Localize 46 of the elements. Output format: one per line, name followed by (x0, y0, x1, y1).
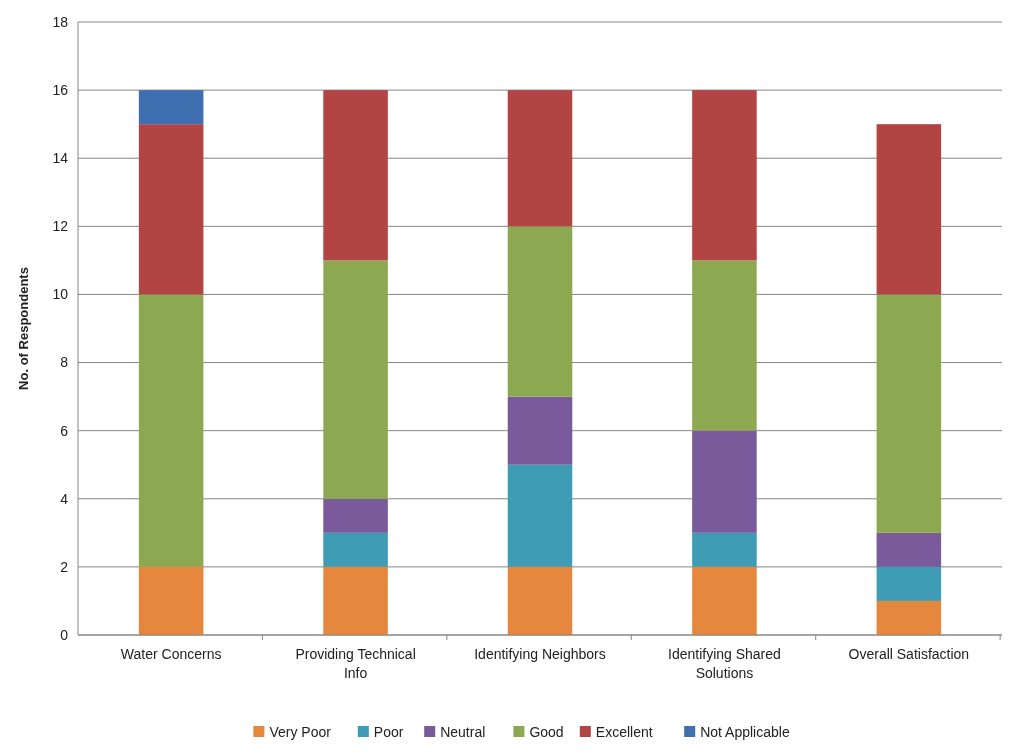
bar (876, 566, 942, 601)
bar (876, 532, 942, 567)
x-tick-label: Providing Technical Info (295, 646, 416, 681)
bar (692, 532, 757, 567)
bar (323, 498, 388, 533)
bar (692, 566, 757, 635)
legend-label: Poor (373, 723, 404, 740)
bar (507, 90, 573, 227)
x-tick-label: Overall Satisfaction (848, 646, 970, 662)
bar (323, 90, 388, 261)
bar (692, 90, 757, 261)
bar (323, 532, 388, 567)
bar (507, 566, 573, 635)
x-tick-label: Identifying Neighbors (474, 646, 606, 662)
y-tick-label: 6 (60, 422, 69, 439)
x-tick-label: Identifying Shared Solutions (668, 646, 781, 681)
x-tick-label: Water Concerns (120, 646, 222, 662)
y-tick-label: 18 (52, 13, 69, 30)
y-tick-label: 8 (60, 354, 69, 371)
y-tick-label: 0 (60, 626, 69, 643)
y-tick-label: 2 (60, 558, 69, 575)
y-tick-label: 12 (52, 218, 69, 235)
bar (507, 226, 573, 397)
bar (323, 566, 388, 635)
y-tick-label: 10 (52, 286, 69, 303)
bar (876, 294, 942, 533)
bar (138, 294, 204, 567)
bar (876, 124, 942, 295)
bar (692, 430, 757, 533)
y-tick-label: 14 (52, 150, 69, 167)
legend-label: Very Poor (269, 723, 332, 740)
bar (507, 396, 573, 465)
legend-label: Excellent (595, 723, 653, 740)
legend-label: Good (529, 723, 564, 740)
y-tick-label: 16 (52, 82, 69, 99)
bar (138, 90, 204, 125)
bar (138, 124, 204, 295)
y-tick-label: 4 (60, 490, 69, 507)
legend-label: Neutral (440, 723, 486, 740)
y-axis-title: No. of Respondents (16, 267, 31, 390)
bar (876, 600, 942, 635)
legend-label: Not Applicable (700, 723, 790, 740)
bar (692, 260, 757, 431)
bar (138, 566, 204, 635)
bar (507, 464, 573, 567)
bar (323, 260, 388, 499)
